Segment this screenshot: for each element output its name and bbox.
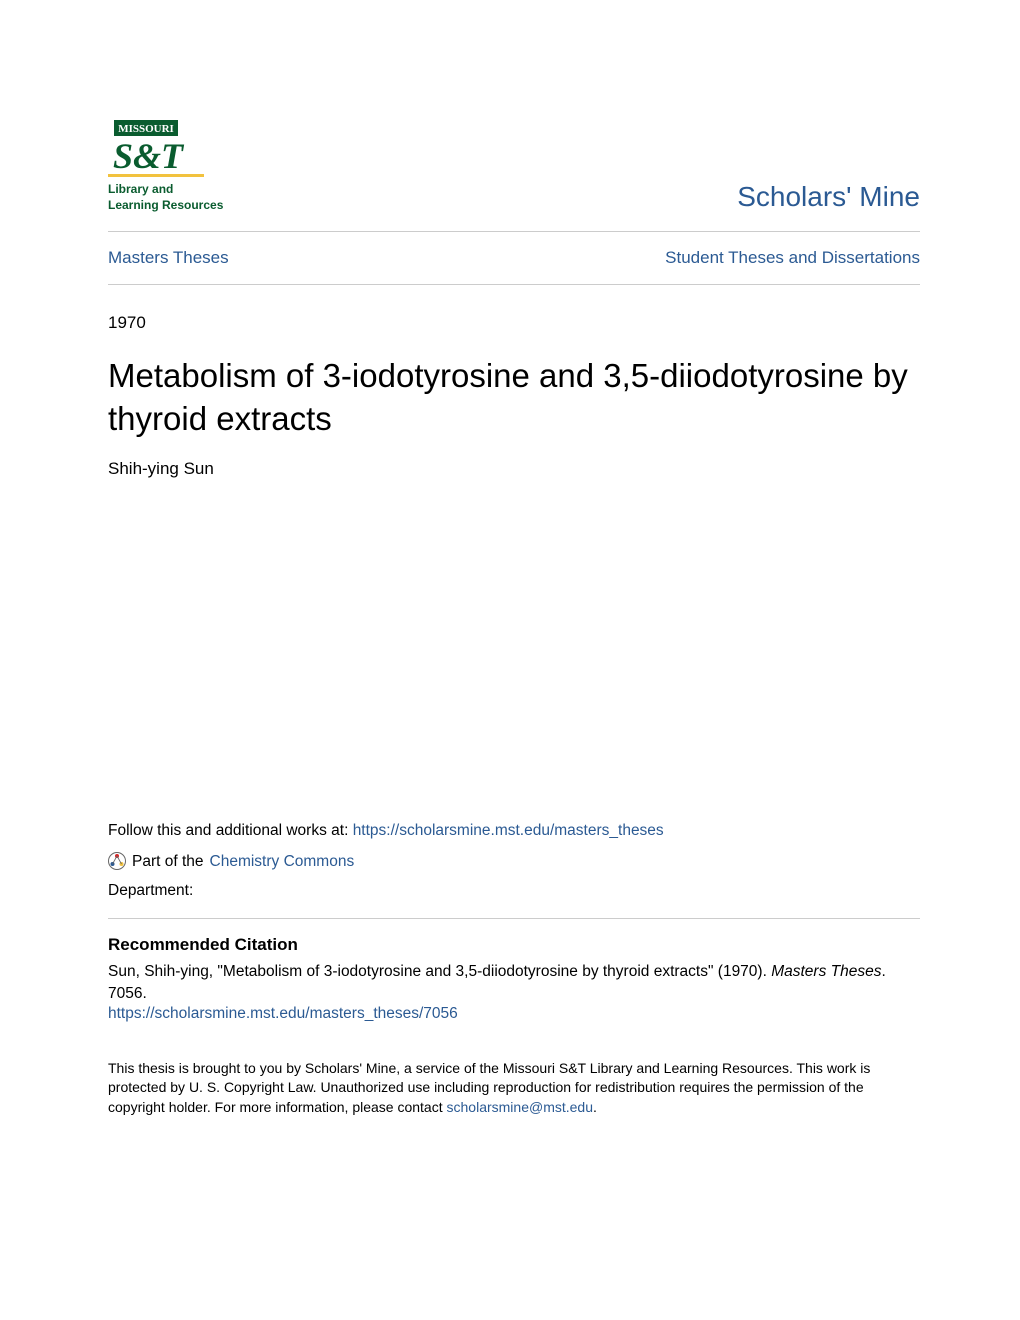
network-icon: [108, 852, 126, 870]
citation-italic: Masters Theses: [771, 963, 881, 980]
commons-link[interactable]: Chemistry Commons: [210, 850, 355, 873]
recommended-citation-heading: Recommended Citation: [108, 935, 920, 955]
header: MISSOURI S&T Library and Learning Resour…: [108, 120, 920, 232]
commons-line: Part of the Chemistry Commons: [108, 850, 920, 873]
logo-subtitle-line1: Library and: [108, 182, 173, 196]
contact-email-link[interactable]: scholarsmine@mst.edu: [447, 1099, 594, 1115]
part-of-prefix: Part of the: [132, 850, 204, 873]
footer-text-after: .: [593, 1099, 597, 1115]
logo-subtitle-line2: Learning Resources: [108, 198, 223, 212]
svg-text:S&T: S&T: [113, 136, 185, 176]
divider: [108, 918, 920, 919]
citation-link[interactable]: https://scholarsmine.mst.edu/masters_the…: [108, 1005, 458, 1022]
svg-text:MISSOURI: MISSOURI: [118, 123, 174, 135]
parent-collection-link[interactable]: Student Theses and Dissertations: [665, 248, 920, 268]
follow-prefix: Follow this and additional works at:: [108, 822, 353, 839]
follow-section: Follow this and additional works at: htt…: [108, 819, 920, 903]
follow-line: Follow this and additional works at: htt…: [108, 819, 920, 842]
document-title: Metabolism of 3-iodotyrosine and 3,5-dii…: [108, 355, 920, 441]
follow-link[interactable]: https://scholarsmine.mst.edu/masters_the…: [353, 822, 664, 839]
mst-logo-icon: MISSOURI S&T: [108, 120, 204, 180]
repository-name-link[interactable]: Scholars' Mine: [737, 181, 920, 213]
institution-logo: MISSOURI S&T Library and Learning Resour…: [108, 120, 223, 213]
citation-text: Sun, Shih-ying, "Metabolism of 3-iodotyr…: [108, 961, 920, 1004]
department-label: Department:: [108, 879, 920, 902]
breadcrumb-nav: Masters Theses Student Theses and Disser…: [108, 232, 920, 285]
collection-link[interactable]: Masters Theses: [108, 248, 229, 268]
author-name: Shih-ying Sun: [108, 459, 920, 479]
citation-prefix: Sun, Shih-ying, "Metabolism of 3-iodotyr…: [108, 963, 771, 980]
copyright-footer: This thesis is brought to you by Scholar…: [108, 1059, 920, 1118]
publication-year: 1970: [108, 313, 920, 333]
